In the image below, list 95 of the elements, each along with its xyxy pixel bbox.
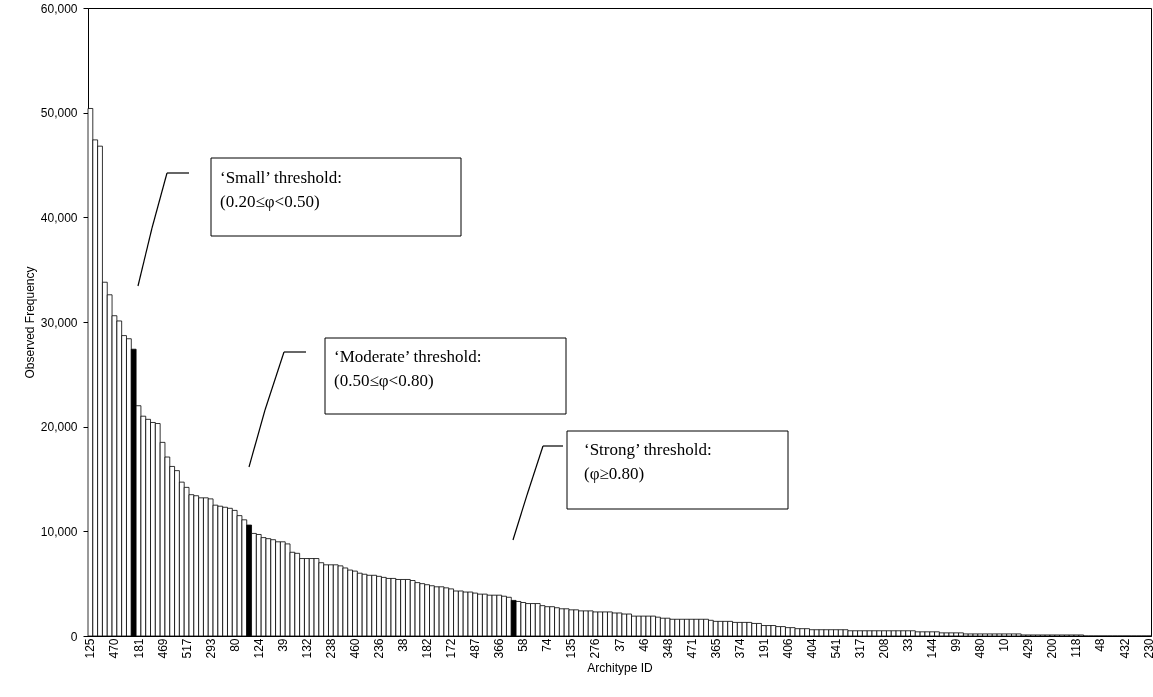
bar (539, 605, 546, 637)
x-tick-label: 191 (756, 638, 771, 659)
x-tick-label: 470 (107, 638, 122, 659)
x-tick-label: 517 (179, 638, 194, 659)
bar (943, 632, 950, 637)
x-tick-label: 208 (877, 638, 892, 659)
bar (760, 625, 767, 637)
bar (967, 633, 974, 637)
x-tick-label: 293 (203, 638, 218, 659)
x-tick-label: 348 (660, 638, 675, 659)
bar (515, 601, 522, 637)
bar (313, 558, 320, 637)
x-tick-label: 125 (83, 638, 98, 659)
bar (871, 630, 878, 637)
x-tick-label: 48 (1093, 638, 1108, 652)
bar (414, 582, 421, 637)
x-tick-label: 236 (372, 638, 386, 659)
bar (1015, 633, 1022, 637)
x-tick-label: 471 (684, 638, 699, 659)
x-tick-label: 172 (444, 638, 459, 659)
x-tick-label: 132 (299, 638, 314, 659)
x-tick-label: 38 (396, 638, 411, 652)
bar (972, 633, 979, 637)
annotation: ‘Moderate’ threshold: (0.50≤φ<0.80) (334, 347, 482, 390)
x-tick-label: 541 (828, 638, 843, 659)
y-tick-label: 30,000 (40, 315, 78, 330)
x-tick-label: 230 (1141, 638, 1153, 659)
y-tick-label: 10,000 (40, 524, 78, 539)
bar (568, 609, 575, 637)
y-tick-label: 0 (70, 629, 78, 644)
y-tick-label: 60,000 (40, 1, 78, 16)
bar (847, 630, 854, 637)
x-tick-label: 200 (1045, 638, 1060, 659)
bar (948, 632, 955, 637)
x-tick-label: 181 (131, 638, 146, 659)
bar (736, 621, 743, 637)
bar (938, 632, 945, 637)
x-tick-label: 480 (973, 638, 988, 659)
bar (366, 574, 373, 637)
x-tick-label: 487 (468, 638, 483, 659)
bar (438, 586, 445, 637)
x-tick-label: 80 (227, 638, 242, 652)
y-axis-title: Observed Frequency (22, 266, 37, 379)
bar (467, 591, 474, 637)
bar (491, 594, 498, 637)
bar (669, 618, 676, 637)
bar (337, 565, 344, 637)
x-tick-label: 46 (636, 638, 651, 652)
bar (895, 630, 902, 637)
bar (746, 621, 753, 637)
bar (693, 618, 700, 637)
x-tick-label: 37 (612, 638, 627, 652)
x-tick-label: 74 (540, 638, 555, 652)
bar (770, 625, 777, 637)
bar (457, 590, 464, 637)
bar (818, 629, 825, 637)
x-axis-title: Architype ID (587, 660, 654, 675)
bar (717, 620, 724, 637)
y-tick-label: 40,000 (40, 210, 78, 225)
x-tick-label: 182 (420, 638, 435, 659)
y-tick-label: 50,000 (40, 106, 78, 121)
x-tick-label: 406 (780, 638, 795, 659)
x-tick-label: 124 (251, 638, 266, 659)
x-tick-label: 469 (155, 638, 170, 659)
x-tick-label: 10 (997, 638, 1012, 652)
x-tick-label: 317 (853, 638, 867, 659)
bar (996, 633, 1003, 637)
x-tick-label: 33 (901, 638, 916, 652)
x-tick-label: 99 (949, 638, 964, 652)
bar (265, 538, 272, 637)
x-tick-label: 135 (564, 638, 579, 659)
bar (794, 628, 801, 637)
x-tick-label: 404 (804, 638, 819, 659)
x-tick-label: 432 (1117, 638, 1132, 659)
y-tick-label: 20,000 (40, 420, 78, 435)
x-tick-label: 276 (588, 638, 603, 659)
annotation: ‘Small’ threshold: (0.20≤φ<0.50) (220, 168, 342, 211)
x-tick-label: 144 (925, 638, 940, 659)
annotation: ‘Strong’ threshold: (φ≥0.80) (584, 440, 712, 483)
bar (616, 612, 623, 637)
x-tick-label: 366 (492, 638, 507, 659)
bar (592, 611, 599, 637)
x-tick-label: 365 (708, 638, 723, 659)
x-tick-label: 58 (516, 638, 531, 652)
bar (87, 108, 94, 637)
x-tick-label: 238 (323, 638, 338, 659)
x-tick-label: 118 (1069, 638, 1084, 658)
bar (390, 578, 397, 637)
bar (991, 633, 998, 637)
x-tick-label: 374 (732, 638, 747, 659)
x-tick-label: 429 (1021, 638, 1036, 659)
bar (919, 631, 926, 637)
x-tick-label: 39 (275, 638, 290, 652)
x-tick-label: 460 (347, 638, 362, 659)
bar (640, 615, 647, 637)
